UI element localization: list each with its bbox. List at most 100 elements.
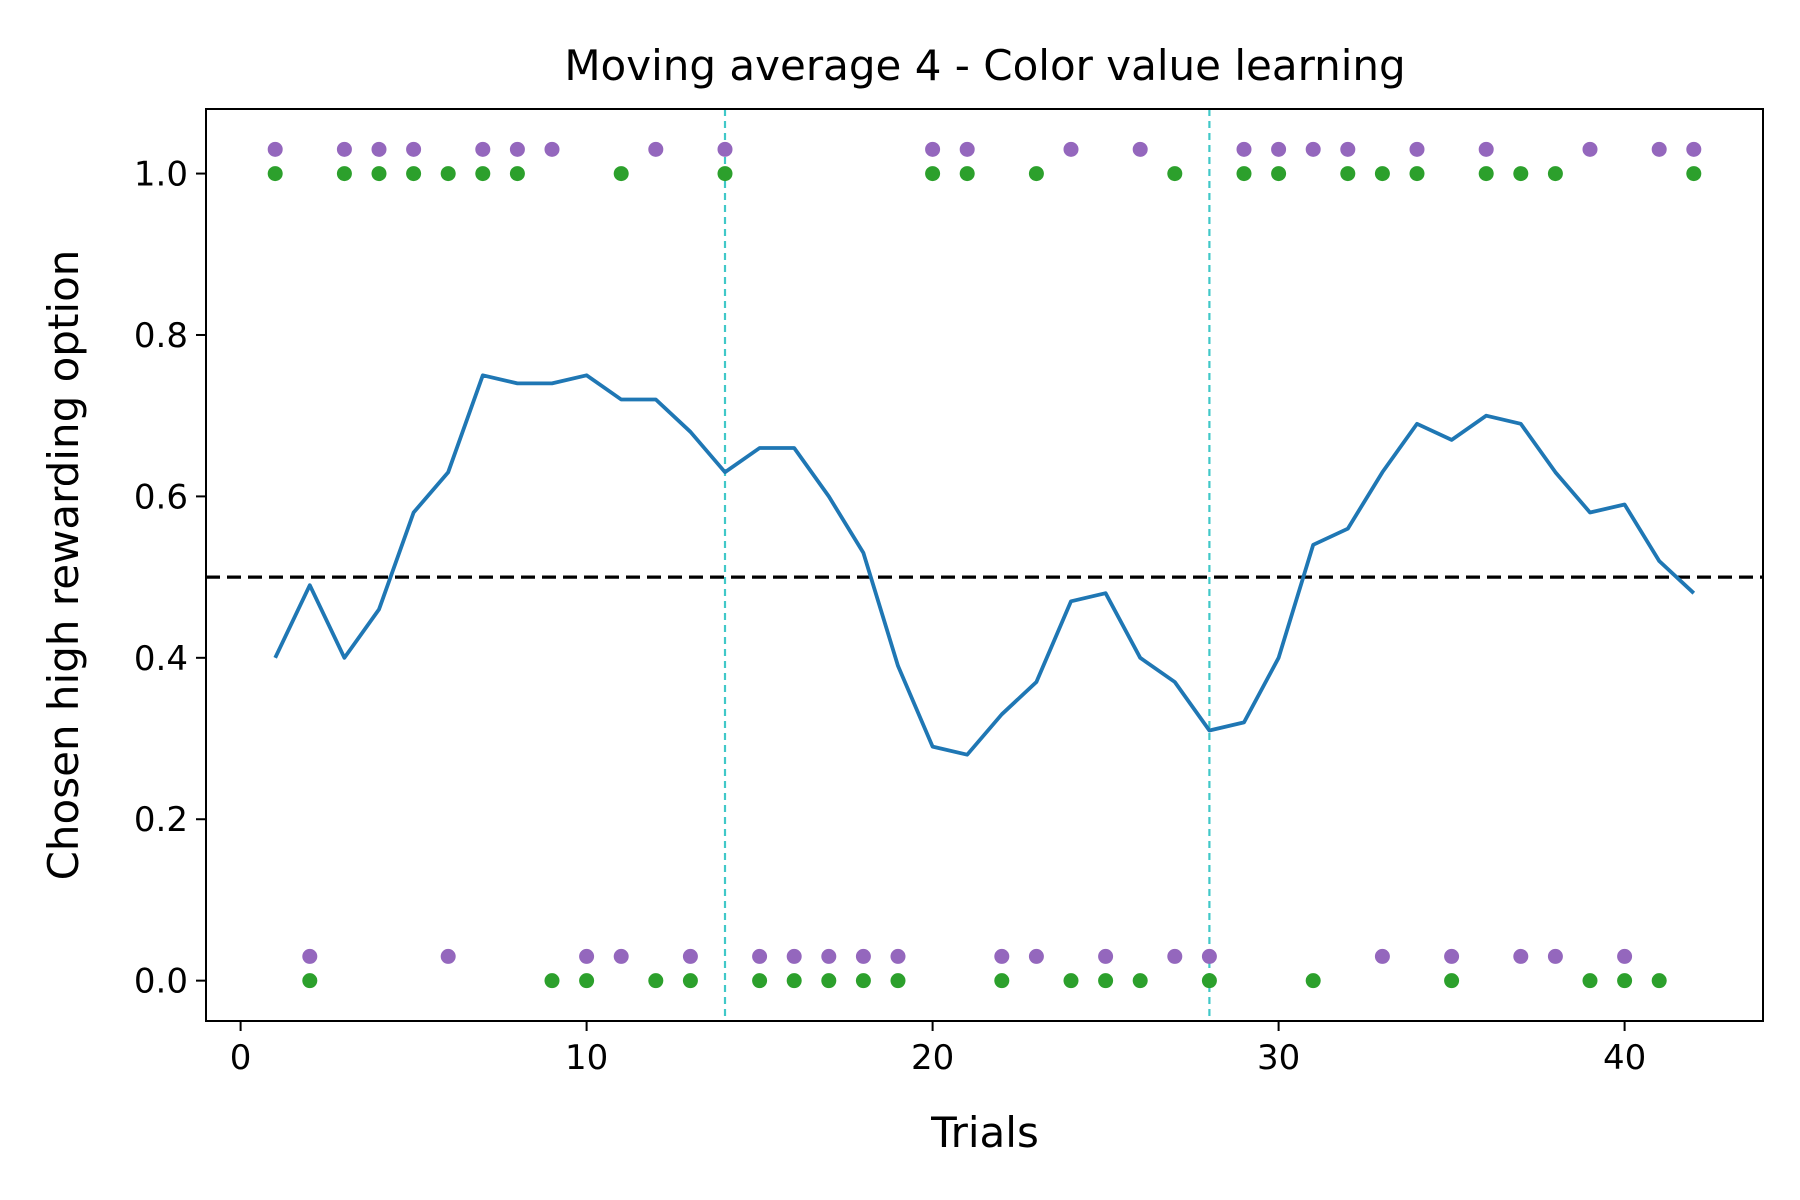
green-point: [994, 973, 1010, 989]
purple-point: [1167, 948, 1183, 964]
purple-point: [371, 141, 387, 157]
green-point: [1409, 166, 1425, 182]
x-tick-label: 20: [911, 1038, 954, 1078]
green-point: [1236, 166, 1252, 182]
purple-point: [1063, 141, 1079, 157]
green-point: [1374, 166, 1390, 182]
green-point: [1063, 973, 1079, 989]
purple-point: [682, 948, 698, 964]
green-point: [925, 166, 941, 182]
green-point: [1201, 973, 1217, 989]
plot-frame: [205, 108, 1764, 1022]
purple-point: [1132, 141, 1148, 157]
x-tick-label: 40: [1603, 1038, 1646, 1078]
green-point: [1513, 166, 1529, 182]
purple-point: [544, 141, 560, 157]
purple-point: [1236, 141, 1252, 157]
green-point: [336, 166, 352, 182]
green-point: [1444, 973, 1460, 989]
green-point: [371, 166, 387, 182]
x-tick-label: 30: [1257, 1038, 1300, 1078]
green-point: [613, 166, 629, 182]
purple-point: [1513, 948, 1529, 964]
green-point: [1167, 166, 1183, 182]
y-tick-label: 0.6: [134, 477, 188, 517]
y-tick-label: 0.2: [134, 800, 188, 840]
purple-point: [1686, 141, 1702, 157]
purple-point: [1617, 948, 1633, 964]
green-point: [544, 973, 560, 989]
purple-point: [267, 141, 283, 157]
purple-point: [1582, 141, 1598, 157]
green-point: [1547, 166, 1563, 182]
purple-point: [579, 948, 595, 964]
green-point: [855, 973, 871, 989]
green-point: [1651, 973, 1667, 989]
purple-point: [1271, 141, 1287, 157]
green-point: [1028, 166, 1044, 182]
y-axis-label: Chosen high rewarding option: [39, 250, 88, 881]
x-tick-label: 0: [230, 1038, 252, 1078]
chart-title: Moving average 4 - Color value learning: [564, 41, 1405, 90]
y-tick-label: 0.8: [134, 316, 188, 356]
green-point: [890, 973, 906, 989]
green-point: [1340, 166, 1356, 182]
purple-point: [648, 141, 664, 157]
green-point: [509, 166, 525, 182]
purple-point: [1444, 948, 1460, 964]
purple-point: [1478, 141, 1494, 157]
purple-point: [613, 948, 629, 964]
purple-point: [440, 948, 456, 964]
x-axis-label: Trials: [930, 1108, 1039, 1157]
purple-point: [752, 948, 768, 964]
green-point: [959, 166, 975, 182]
green-point: [302, 973, 318, 989]
purple-point: [336, 141, 352, 157]
purple-point: [786, 948, 802, 964]
y-tick-label: 0.4: [134, 639, 188, 679]
purple-point: [890, 948, 906, 964]
purple-point: [1651, 141, 1667, 157]
purple-point: [1028, 948, 1044, 964]
green-point: [821, 973, 837, 989]
purple-point: [1305, 141, 1321, 157]
y-tick-label: 1.0: [134, 155, 188, 195]
purple-point: [302, 948, 318, 964]
green-point: [1582, 973, 1598, 989]
green-point: [406, 166, 422, 182]
green-point: [1271, 166, 1287, 182]
purple-point: [717, 141, 733, 157]
purple-point: [1374, 948, 1390, 964]
x-tick-label: 10: [565, 1038, 608, 1078]
green-point: [579, 973, 595, 989]
green-point: [1686, 166, 1702, 182]
purple-point: [1409, 141, 1425, 157]
green-point: [786, 973, 802, 989]
moving-average-line: [273, 373, 1696, 757]
purple-point: [994, 948, 1010, 964]
green-point: [267, 166, 283, 182]
green-point: [440, 166, 456, 182]
green-point: [1305, 973, 1321, 989]
green-point: [682, 973, 698, 989]
purple-point: [959, 141, 975, 157]
purple-point: [925, 141, 941, 157]
green-point: [1478, 166, 1494, 182]
green-point: [1098, 973, 1114, 989]
purple-point: [855, 948, 871, 964]
purple-point: [1098, 948, 1114, 964]
purple-point: [1547, 948, 1563, 964]
purple-point: [475, 141, 491, 157]
purple-point: [821, 948, 837, 964]
green-point: [1132, 973, 1148, 989]
green-point: [752, 973, 768, 989]
purple-point: [509, 141, 525, 157]
y-tick-label: 0.0: [134, 962, 188, 1002]
purple-point: [406, 141, 422, 157]
plot-area: 0 10 20 30 40 0.0 0.2 0.4 0.6 0.8 1.0: [134, 109, 1763, 1078]
green-point: [717, 166, 733, 182]
purple-point: [1340, 141, 1356, 157]
purple-point: [1201, 948, 1217, 964]
